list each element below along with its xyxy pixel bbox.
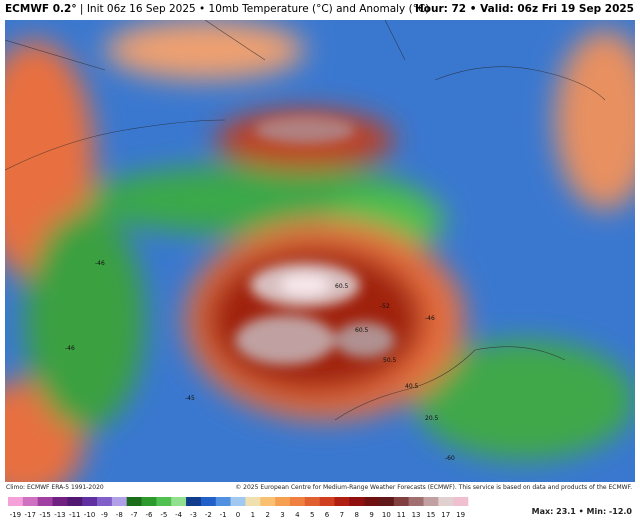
climo: Climo: ECMWF ERA-5 1991-2020 <box>6 484 104 491</box>
colorbar-swatch <box>275 497 291 506</box>
colorbar-label: 2 <box>265 511 269 519</box>
colorbar-swatch <box>378 497 395 506</box>
contour-label: 60.5 <box>335 283 349 290</box>
copyright: © 2025 European Centre for Medium-Range … <box>235 484 632 491</box>
header-left: ECMWF 0.2° | Init 06z 16 Sep 2025 • 10mb… <box>5 3 430 15</box>
colorbar-swatch <box>171 497 187 506</box>
colorbar-label: 1 <box>251 511 255 519</box>
colorbar-swatch <box>82 497 98 506</box>
colorbar-label: 7 <box>340 511 344 519</box>
colorbar-swatch <box>453 497 469 506</box>
colorbar-swatch <box>408 497 424 506</box>
colorbar-label: -13 <box>54 511 65 519</box>
colorbar-swatch <box>349 497 365 506</box>
colorbar-swatch <box>200 497 217 506</box>
colorbar-label: 17 <box>441 511 450 519</box>
contour-label: -52 <box>380 303 390 310</box>
subtitle: Init 06z 16 Sep 2025 • 10mb Temperature … <box>86 3 430 15</box>
colorbar-label: 13 <box>412 511 421 519</box>
colorbar-label: 9 <box>369 511 373 519</box>
colorbar-swatch <box>141 497 157 506</box>
colorbar-label: 5 <box>310 511 314 519</box>
colorbar-label: 19 <box>456 511 465 519</box>
colorbar-label: -19 <box>10 511 21 519</box>
valid-time: Hour: 72 • Valid: 06z Fri 19 Sep 2025 <box>414 3 634 15</box>
colorbar-label: 3 <box>280 511 284 519</box>
colorbar-label: -9 <box>101 511 108 519</box>
colorbar-swatch <box>156 497 172 506</box>
contour-label: 20.5 <box>425 415 439 422</box>
colorbar-swatch <box>438 497 454 506</box>
colorbar-swatch <box>67 497 83 506</box>
colorbar-label: 10 <box>382 511 391 519</box>
colorbar-label: -5 <box>160 511 167 519</box>
colorbar-swatch <box>186 497 202 506</box>
colorbar-label: -4 <box>175 511 183 519</box>
contour-label: -46 <box>65 345 75 352</box>
colorbar-label: -15 <box>39 511 50 519</box>
contour-label: -60 <box>445 455 455 462</box>
colorbar-swatch <box>334 497 350 506</box>
colorbar-swatch <box>8 497 24 506</box>
colorbar-label: 6 <box>325 511 330 519</box>
contour-label: 60.5 <box>355 327 369 334</box>
colorbar-swatch <box>245 497 261 506</box>
colorbar-swatch <box>319 497 335 506</box>
colorbar-swatch <box>289 497 306 506</box>
colorbar-swatch <box>52 497 68 506</box>
colorbar: -19 -17 -15 -13 -11 -10 -9 -8 -7 -6 -5 -4 -3 -2 -1 0 1 2 3… <box>8 497 469 519</box>
colorbar-swatch <box>260 497 276 506</box>
colorbar-swatch <box>126 497 142 506</box>
colorbar-swatch <box>364 497 380 506</box>
colorbar-swatch <box>423 497 439 506</box>
colorbar-swatch <box>97 497 113 506</box>
colorbar-label: -3 <box>190 511 197 519</box>
extremes: Max: 23.1 • Min: -12.0 <box>531 507 632 516</box>
colorbar-label: -11 <box>69 511 80 519</box>
model: ECMWF 0.2° <box>5 3 77 15</box>
contour-label: 40.5 <box>405 383 419 390</box>
colorbar-swatch <box>37 497 53 506</box>
colorbar-label: 11 <box>397 511 406 519</box>
colorbar-label: -6 <box>145 511 153 519</box>
colorbar-label: -17 <box>25 511 36 519</box>
colorbar-swatch <box>111 497 128 506</box>
colorbar-swatch <box>393 497 409 506</box>
colorbar-swatch <box>230 497 246 506</box>
colorbar-swatch <box>304 497 320 506</box>
colorbar-label: -7 <box>131 511 138 519</box>
colorbar-label: 15 <box>426 511 435 519</box>
contour-label: -45 <box>185 395 195 402</box>
colorbar-label: 8 <box>354 511 358 519</box>
colorbar-label: -8 <box>116 511 123 519</box>
map: -46 -46 -45 -46 60.5 60.5 50.5 -52 40.5 20.5 -60 <box>5 20 635 482</box>
contour-label: 50.5 <box>383 357 397 364</box>
colorbar-label: 0 <box>236 511 240 519</box>
colorbar-label: 4 <box>295 511 300 519</box>
colorbar-label: -2 <box>205 511 212 519</box>
colorbar-label: -10 <box>84 511 95 519</box>
colorbar-swatch <box>22 497 38 506</box>
contour-label: -46 <box>425 315 435 322</box>
colorbar-swatch <box>215 497 231 506</box>
colorbar-label: -1 <box>220 511 227 519</box>
contour-label: -46 <box>95 260 105 267</box>
